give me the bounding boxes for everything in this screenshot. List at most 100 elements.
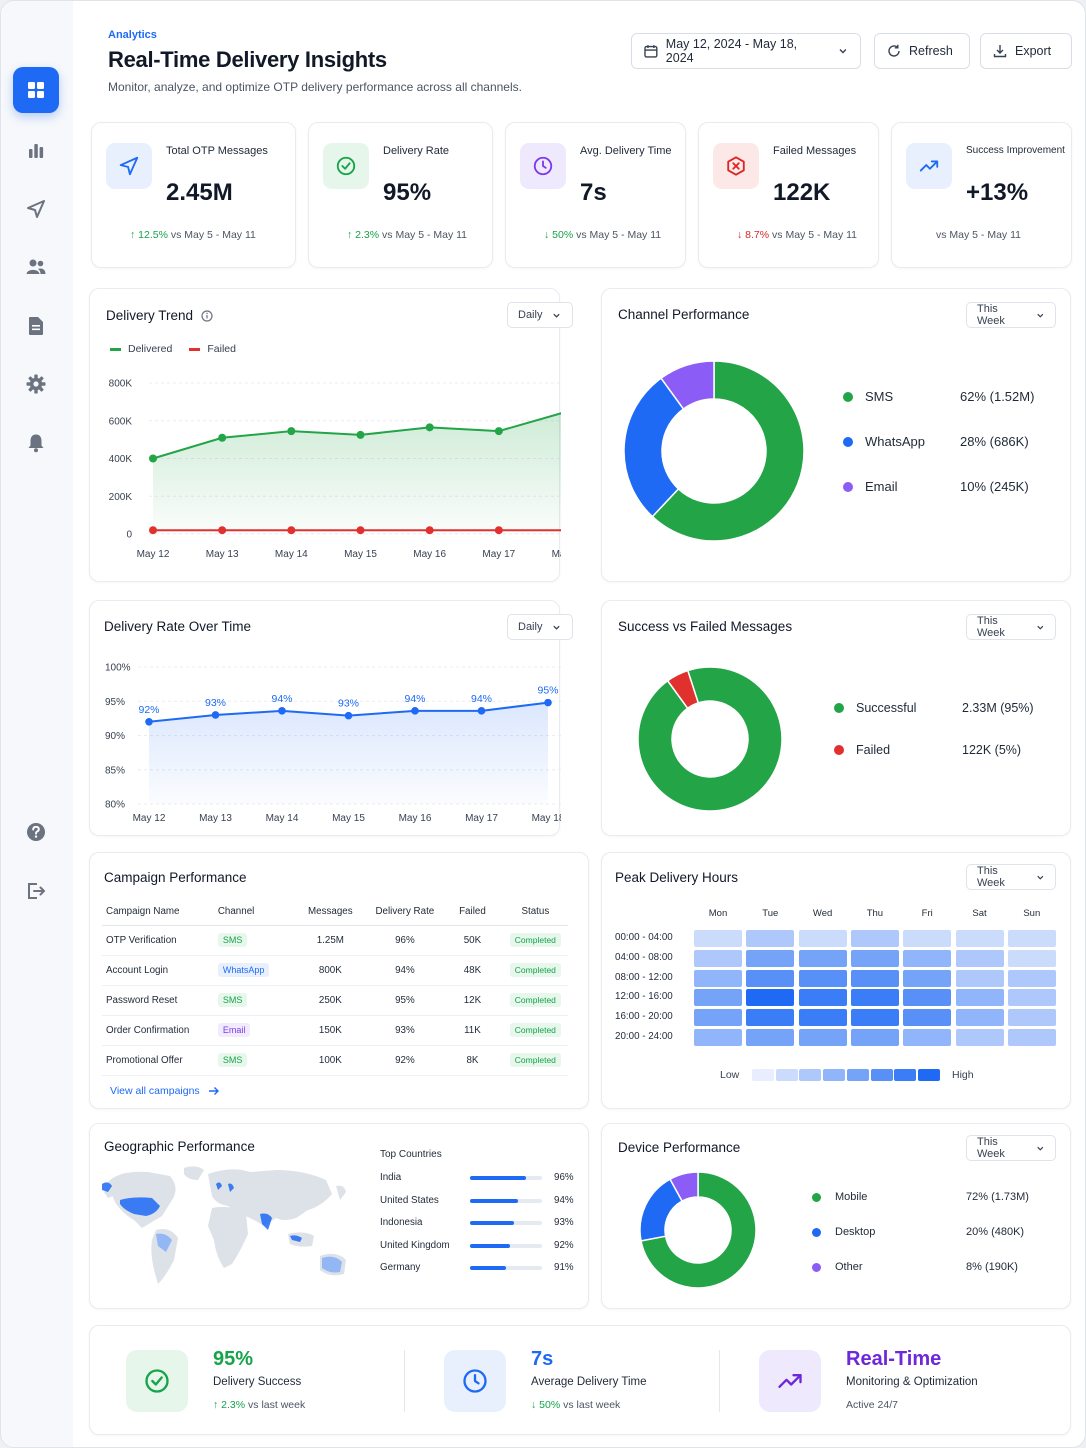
refresh-button[interactable]: Refresh [874, 33, 970, 69]
sidebar-item-messages[interactable] [13, 186, 59, 232]
heatmap-cell[interactable] [903, 969, 952, 987]
donut-slice[interactable] [666, 669, 700, 710]
column-header[interactable]: Messages [293, 899, 368, 926]
failed-point[interactable] [149, 526, 157, 535]
rate-point[interactable] [411, 707, 419, 715]
heatmap-cell[interactable] [903, 949, 952, 967]
heatmap-cell[interactable] [1007, 1029, 1056, 1046]
heatmap-cell[interactable] [1007, 1009, 1056, 1027]
heatmap-cell[interactable] [694, 930, 742, 947]
donut-slice[interactable] [640, 1172, 756, 1288]
info-icon[interactable] [201, 309, 213, 322]
peak-period-select[interactable]: This Week [966, 864, 1056, 890]
heatmap-cell[interactable] [694, 989, 742, 1007]
failed-point[interactable] [218, 526, 227, 535]
heatmap-cell[interactable] [850, 989, 899, 1007]
rate-point[interactable] [211, 711, 220, 719]
rate-point[interactable] [278, 707, 286, 715]
channel-period-select[interactable]: This Week [966, 302, 1056, 328]
date-range-picker[interactable]: May 12, 2024 - May 18, 2024 [631, 33, 861, 69]
view-all-campaigns-link[interactable]: View all campaigns [110, 1085, 220, 1097]
donut-slice[interactable] [660, 361, 715, 410]
footer-label: Monitoring & Optimization [846, 1376, 978, 1388]
column-header[interactable]: Delivery Rate [367, 899, 443, 926]
sidebar-item-analytics[interactable] [13, 128, 59, 174]
heatmap-cell[interactable] [903, 1029, 952, 1046]
heatmap-cell[interactable] [694, 1029, 742, 1046]
heatmap-cell[interactable] [1007, 989, 1056, 1007]
delivered-point[interactable] [149, 454, 157, 463]
heatmap-cell[interactable] [1007, 930, 1056, 947]
heatmap-cell[interactable] [798, 930, 847, 947]
table-row[interactable]: Order Confirmation Email 150K 93% 11K Complet… [102, 1015, 568, 1046]
heatmap-cell[interactable] [746, 1009, 795, 1027]
table-row[interactable]: Password Reset SMS 250K 95% 12K Completed [102, 985, 568, 1016]
heatmap-cell[interactable] [903, 989, 952, 1007]
sidebar-item-notifications[interactable] [13, 420, 59, 466]
sidebar-item-logout[interactable] [13, 868, 59, 914]
rate-point[interactable] [344, 711, 353, 720]
sidebar-item-help[interactable] [13, 809, 59, 855]
column-header[interactable]: Status [502, 899, 568, 926]
heatmap-cell[interactable] [746, 969, 795, 987]
heatmap-cell[interactable] [746, 989, 795, 1007]
success-period-select[interactable]: This Week [966, 614, 1056, 640]
heatmap-cell[interactable] [798, 949, 847, 967]
failed-point[interactable] [287, 526, 296, 535]
heatmap-cell[interactable] [850, 969, 899, 987]
donut-slice[interactable] [651, 361, 804, 541]
heatmap-cell[interactable] [955, 1009, 1004, 1027]
sidebar-item-settings[interactable] [13, 361, 59, 407]
heatmap-cell[interactable] [746, 949, 795, 967]
heatmap-cell[interactable] [694, 969, 742, 987]
heatmap-cell[interactable] [798, 989, 847, 1007]
table-row[interactable]: Promotional Offer SMS 100K 92% 8K Completed [102, 1045, 568, 1076]
column-header[interactable]: Campaign Name [102, 899, 214, 926]
heatmap-cell[interactable] [955, 1029, 1004, 1046]
failed-point[interactable] [425, 526, 434, 535]
heatmap-cell[interactable] [850, 949, 899, 967]
delivered-point[interactable] [356, 430, 365, 439]
rate-point[interactable] [544, 698, 552, 707]
sidebar-item-reports[interactable] [13, 303, 59, 349]
export-button[interactable]: Export [980, 33, 1072, 69]
column-header[interactable]: Failed [442, 899, 503, 926]
heatmap-cell[interactable] [746, 930, 795, 947]
donut-slice[interactable] [669, 1172, 699, 1203]
sidebar-item-users[interactable] [13, 244, 59, 290]
table-row[interactable]: OTP Verification SMS 1.25M 96% 50K Completed [102, 925, 568, 956]
heatmap-cell[interactable] [694, 949, 742, 967]
rate-point[interactable] [145, 718, 153, 726]
heatmap-cell[interactable] [798, 1009, 847, 1027]
rate-point[interactable] [477, 707, 486, 715]
delivered-point[interactable] [494, 427, 503, 436]
donut-slice[interactable] [624, 377, 685, 518]
heatmap-cell[interactable] [798, 1029, 847, 1046]
heatmap-cell[interactable] [1007, 949, 1056, 967]
column-header[interactable]: Channel [213, 899, 294, 926]
table-row[interactable]: Account Login WhatsApp 800K 94% 48K Completed [102, 955, 568, 986]
heatmap-cell[interactable] [955, 930, 1004, 947]
heatmap-cell[interactable] [955, 969, 1004, 987]
device-period-select[interactable]: This Week [966, 1135, 1056, 1161]
failed-point[interactable] [494, 526, 503, 535]
heatmap-cell[interactable] [798, 969, 847, 987]
delivery-trend-period-select[interactable]: Daily [507, 302, 573, 328]
heatmap-cell[interactable] [955, 989, 1004, 1007]
heatmap-cell[interactable] [903, 930, 952, 947]
failed-point[interactable] [356, 526, 365, 535]
delivered-point[interactable] [218, 433, 227, 442]
heatmap-cell[interactable] [694, 1009, 742, 1027]
delivery-rate-period-select[interactable]: Daily [507, 614, 573, 640]
heatmap-cell[interactable] [850, 1009, 899, 1027]
heatmap-cell[interactable] [850, 1029, 899, 1046]
heatmap-cell[interactable] [955, 949, 1004, 967]
donut-slice[interactable] [638, 667, 782, 811]
heatmap-cell[interactable] [1007, 969, 1056, 987]
heatmap-cell[interactable] [746, 1029, 795, 1046]
sidebar-item-dashboard[interactable] [13, 67, 59, 113]
heatmap-cell[interactable] [850, 930, 899, 947]
delivered-point[interactable] [287, 427, 296, 436]
delivered-point[interactable] [425, 423, 434, 432]
heatmap-cell[interactable] [903, 1009, 952, 1027]
